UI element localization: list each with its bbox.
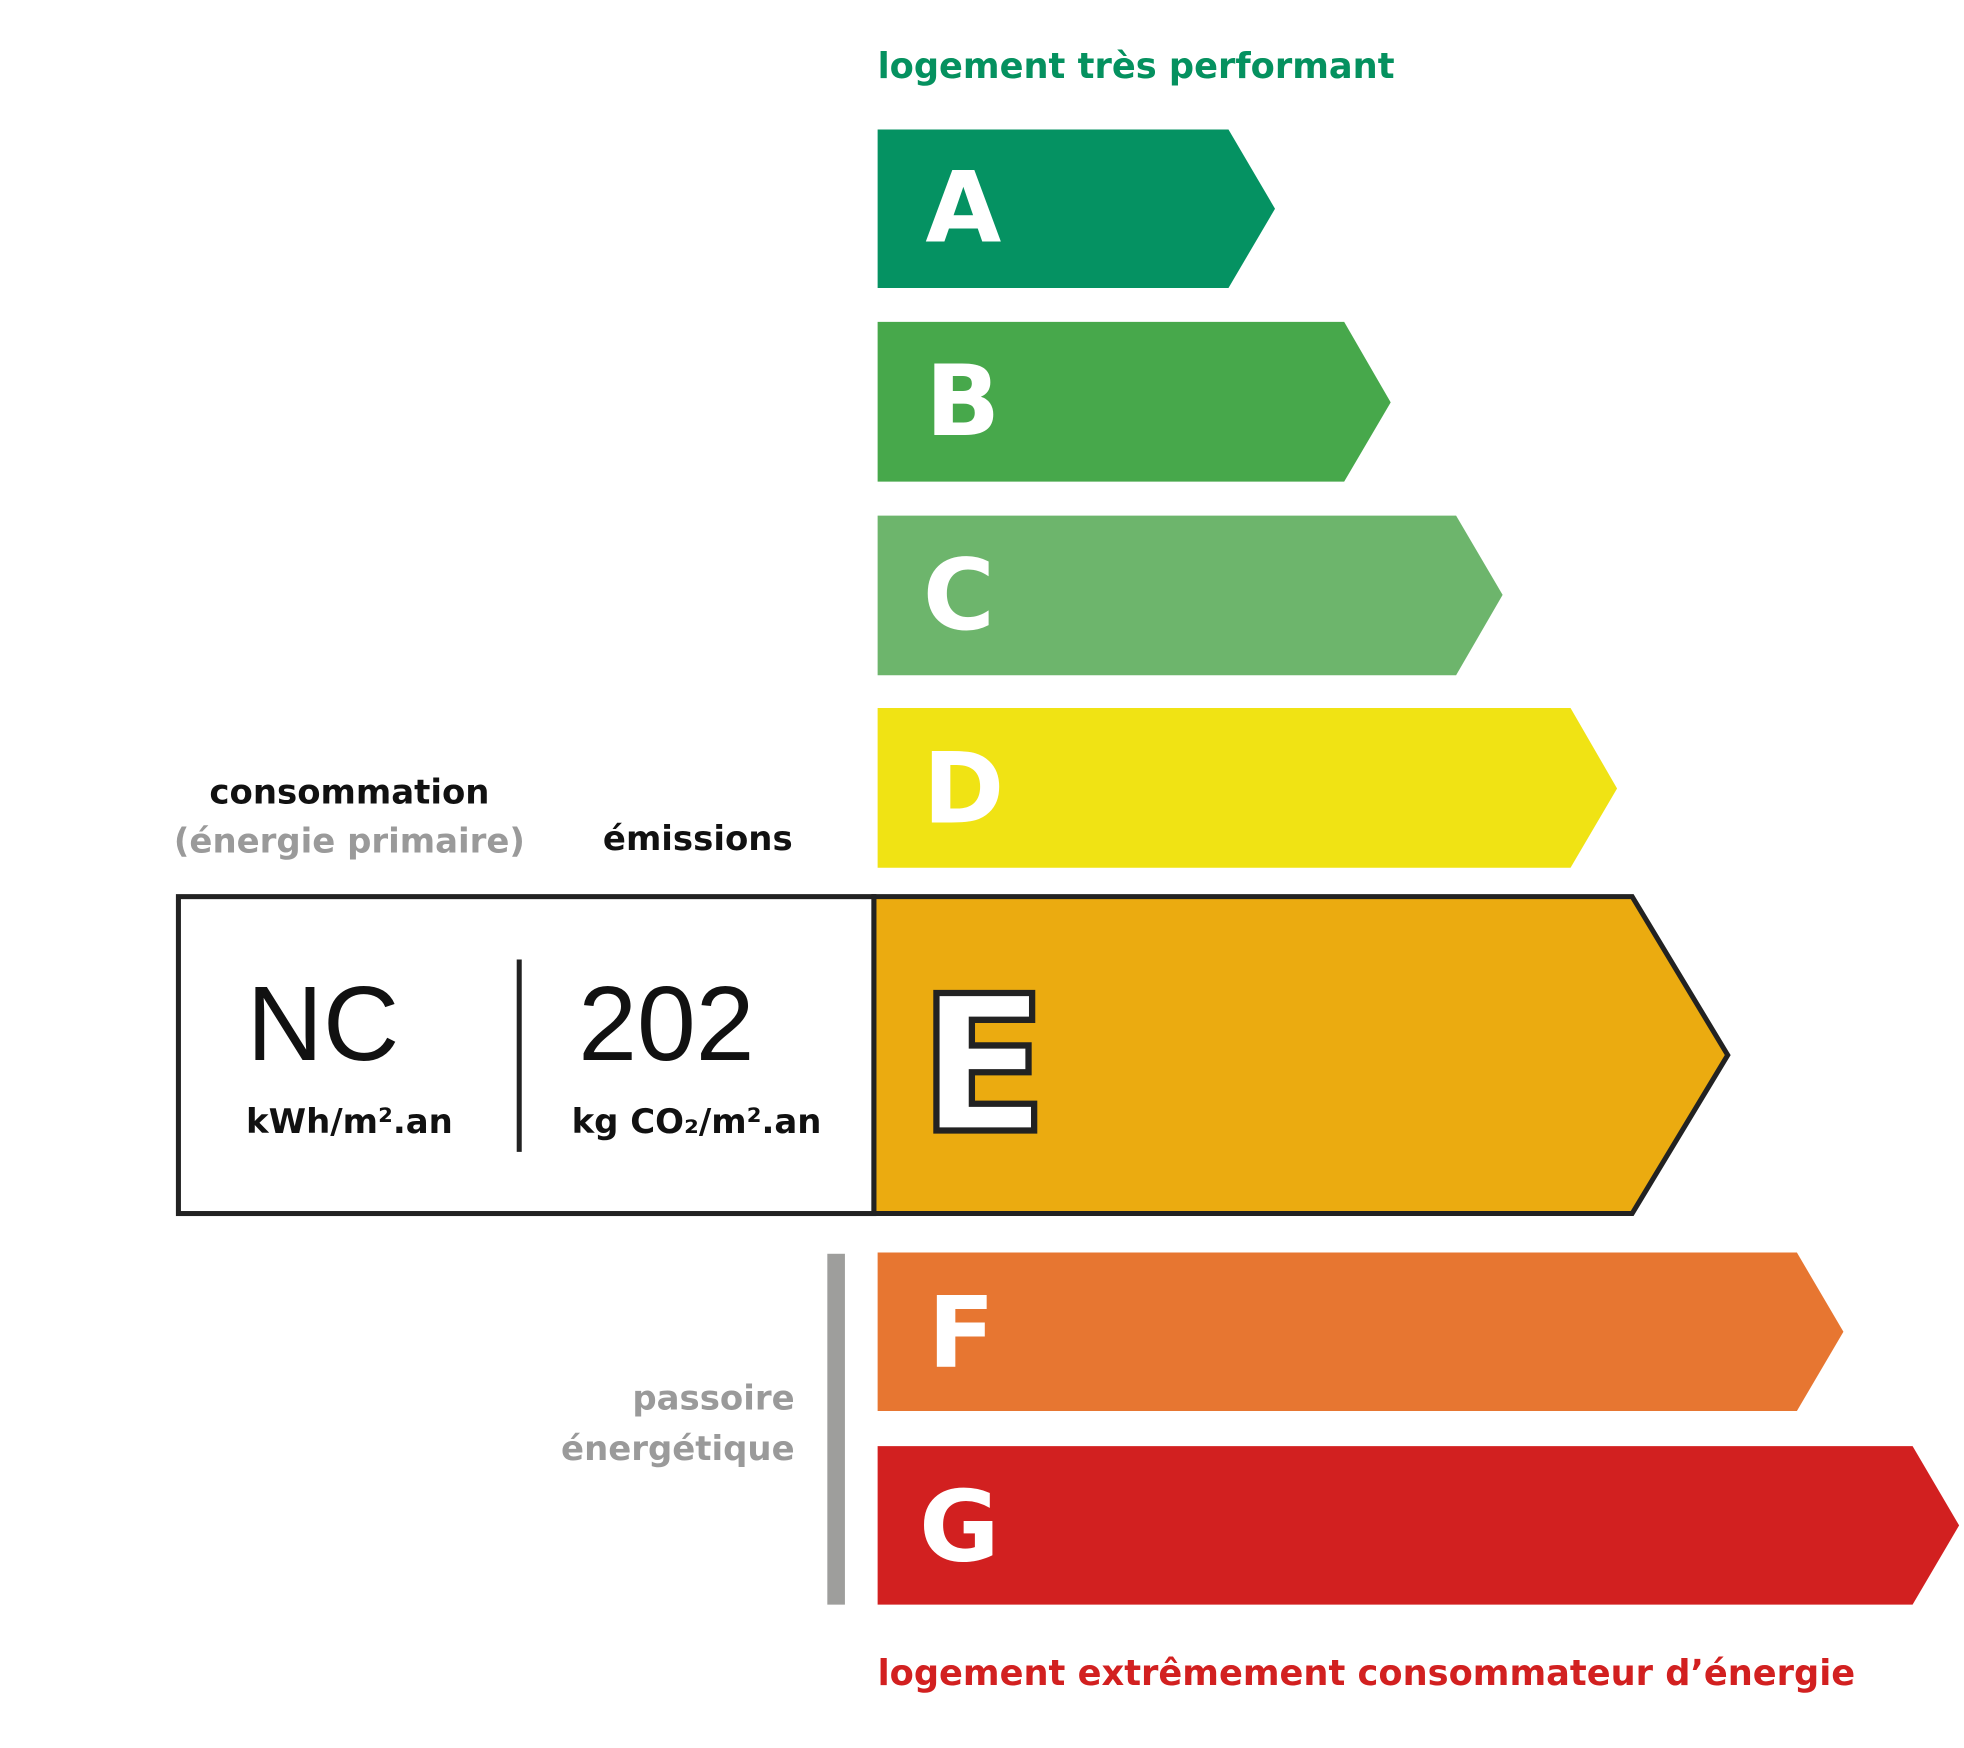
class-letter-d: D [923,732,1004,846]
consumption-subtitle: (énergie primaire) [174,822,525,862]
class-letter-g: G [919,1471,1000,1585]
consumption-value: NC [247,965,400,1083]
consumption-unit: kWh/m².an [246,1102,453,1142]
passoire-label-line1: passoire [632,1379,794,1419]
class-bar-g: G [877,1446,1960,1605]
bottom-label: logement extrêmement consommateur d’éner… [878,1653,1856,1694]
passoire-label-line2: énergétique [561,1429,795,1469]
class-letter-c: C [923,539,995,653]
consumption-title: consommation [209,773,489,813]
emissions-title: émissions [603,819,793,859]
class-letter-a: A [925,151,1001,265]
class-bar-c: C [877,515,1503,676]
class-bar-d: D [877,708,1618,868]
class-bar-b: B [877,321,1391,482]
current-class-box: NC kWh/m².an 202 kg CO₂/m².an E [175,894,1731,1217]
top-label: logement très performant [878,46,1395,87]
class-bar-f: F [877,1252,1844,1411]
class-letter-b: B [925,345,1000,459]
class-letter-f: F [928,1277,995,1391]
class-letter-e: E [919,957,1048,1176]
passoire-bracket [827,1253,845,1605]
emissions-value: 202 [578,965,754,1083]
class-bar-a: A [877,129,1276,288]
emissions-unit: kg CO₂/m².an [572,1102,822,1142]
